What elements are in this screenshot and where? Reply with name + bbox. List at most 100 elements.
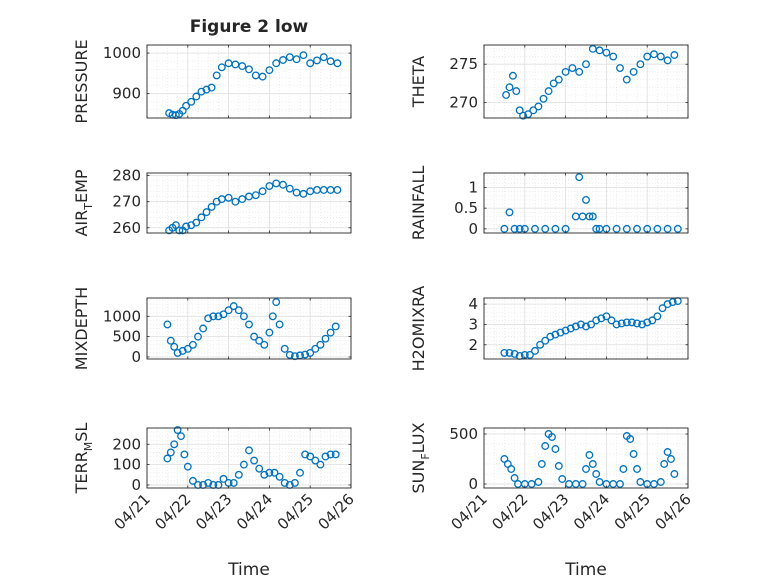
- data-point: [636, 60, 645, 69]
- data-point: [592, 316, 601, 325]
- data-point: [534, 102, 543, 111]
- data-point: [592, 470, 601, 478]
- data-point: [643, 318, 652, 327]
- data-point: [285, 184, 294, 193]
- y-tick-label: 270: [449, 94, 478, 112]
- data-point: [515, 106, 524, 115]
- data-point: [229, 478, 238, 487]
- data-point: [279, 180, 287, 189]
- data-point: [178, 346, 187, 355]
- y-axis-label-2: THETA: [409, 56, 428, 108]
- data-point: [331, 450, 340, 459]
- data-point: [239, 312, 248, 321]
- data-point: [502, 90, 511, 99]
- data-point: [299, 51, 308, 60]
- data-point: [512, 87, 521, 96]
- data-point: [541, 442, 550, 450]
- data-point: [255, 464, 264, 473]
- y-tick-label: 280: [112, 167, 141, 185]
- y-tick-label: 100: [112, 456, 141, 474]
- y-tick-label: 4: [468, 295, 478, 313]
- data-point: [525, 350, 534, 359]
- data-point: [316, 460, 325, 469]
- subplot-5: 0 500 1000 MIXDEPTH: [72, 287, 352, 370]
- data-point: [633, 319, 641, 328]
- data-point: [326, 328, 335, 337]
- data-point: [311, 456, 320, 465]
- axes-box: [146, 172, 352, 234]
- data-point: [275, 472, 284, 481]
- data-point: [609, 52, 618, 61]
- data-point: [673, 224, 682, 233]
- data-point: [633, 465, 641, 473]
- figure-title: Figure 2 low: [190, 17, 309, 37]
- data-point: [626, 435, 635, 443]
- data-point: [592, 224, 601, 233]
- data-point: [331, 322, 340, 331]
- data-point: [202, 208, 211, 217]
- axes-box: [483, 44, 689, 119]
- data-point: [212, 71, 221, 80]
- x-tick-label: 04/23: [529, 490, 572, 533]
- data-point: [622, 318, 631, 327]
- data-point: [333, 59, 342, 68]
- y-tick-label: 275: [449, 55, 478, 73]
- data-point: [163, 454, 172, 463]
- data-point: [571, 322, 580, 331]
- data-point: [229, 302, 238, 311]
- data-point: [617, 319, 626, 328]
- data-point: [224, 306, 233, 315]
- y-tick-label: 900: [112, 85, 141, 103]
- data-point: [531, 346, 539, 355]
- data-point: [576, 320, 585, 329]
- data-point: [270, 468, 279, 477]
- data-point: [656, 478, 665, 486]
- data-point: [319, 53, 328, 62]
- data-point: [285, 53, 294, 62]
- data-point: [170, 440, 179, 449]
- data-point: [204, 314, 213, 323]
- data-point: [333, 186, 342, 194]
- data-point: [306, 59, 315, 68]
- data-point: [260, 340, 269, 349]
- data-point: [597, 314, 606, 323]
- x-tick-label: 04/26: [315, 490, 358, 533]
- data-point: [508, 71, 517, 80]
- data-point: [258, 187, 267, 196]
- x-axis-label: Time: [227, 560, 270, 580]
- data-point: [670, 51, 679, 59]
- data-point: [663, 300, 672, 309]
- data-point: [549, 79, 558, 88]
- data-point: [280, 478, 289, 487]
- data-point: [260, 470, 269, 479]
- axes-box: [146, 297, 352, 360]
- data-point: [170, 342, 179, 351]
- subplot-2: 270 275 THETA: [409, 44, 689, 120]
- data-point: [510, 224, 519, 233]
- data-point: [566, 324, 575, 333]
- data-point: [510, 474, 519, 482]
- data-point: [650, 50, 658, 59]
- data-point: [163, 320, 172, 329]
- data-point: [285, 350, 294, 359]
- x-tick-label: 04/22: [488, 490, 531, 533]
- data-point: [265, 468, 274, 477]
- data-point: [505, 83, 514, 92]
- data-point: [306, 452, 315, 461]
- data-point: [192, 92, 201, 101]
- data-point: [554, 75, 563, 84]
- data-point: [202, 85, 211, 94]
- data-point: [250, 332, 259, 341]
- y-axis-label-7: TERRMSL: [72, 423, 95, 495]
- y-tick-label: 200: [112, 435, 141, 453]
- data-point: [207, 202, 216, 211]
- data-point: [619, 465, 628, 473]
- y-tick-label: 0: [131, 348, 141, 366]
- data-point: [602, 312, 611, 321]
- data-point: [321, 334, 330, 343]
- data-point: [616, 64, 624, 72]
- data-point: [602, 48, 611, 57]
- data-point: [622, 75, 631, 84]
- data-point: [670, 470, 679, 478]
